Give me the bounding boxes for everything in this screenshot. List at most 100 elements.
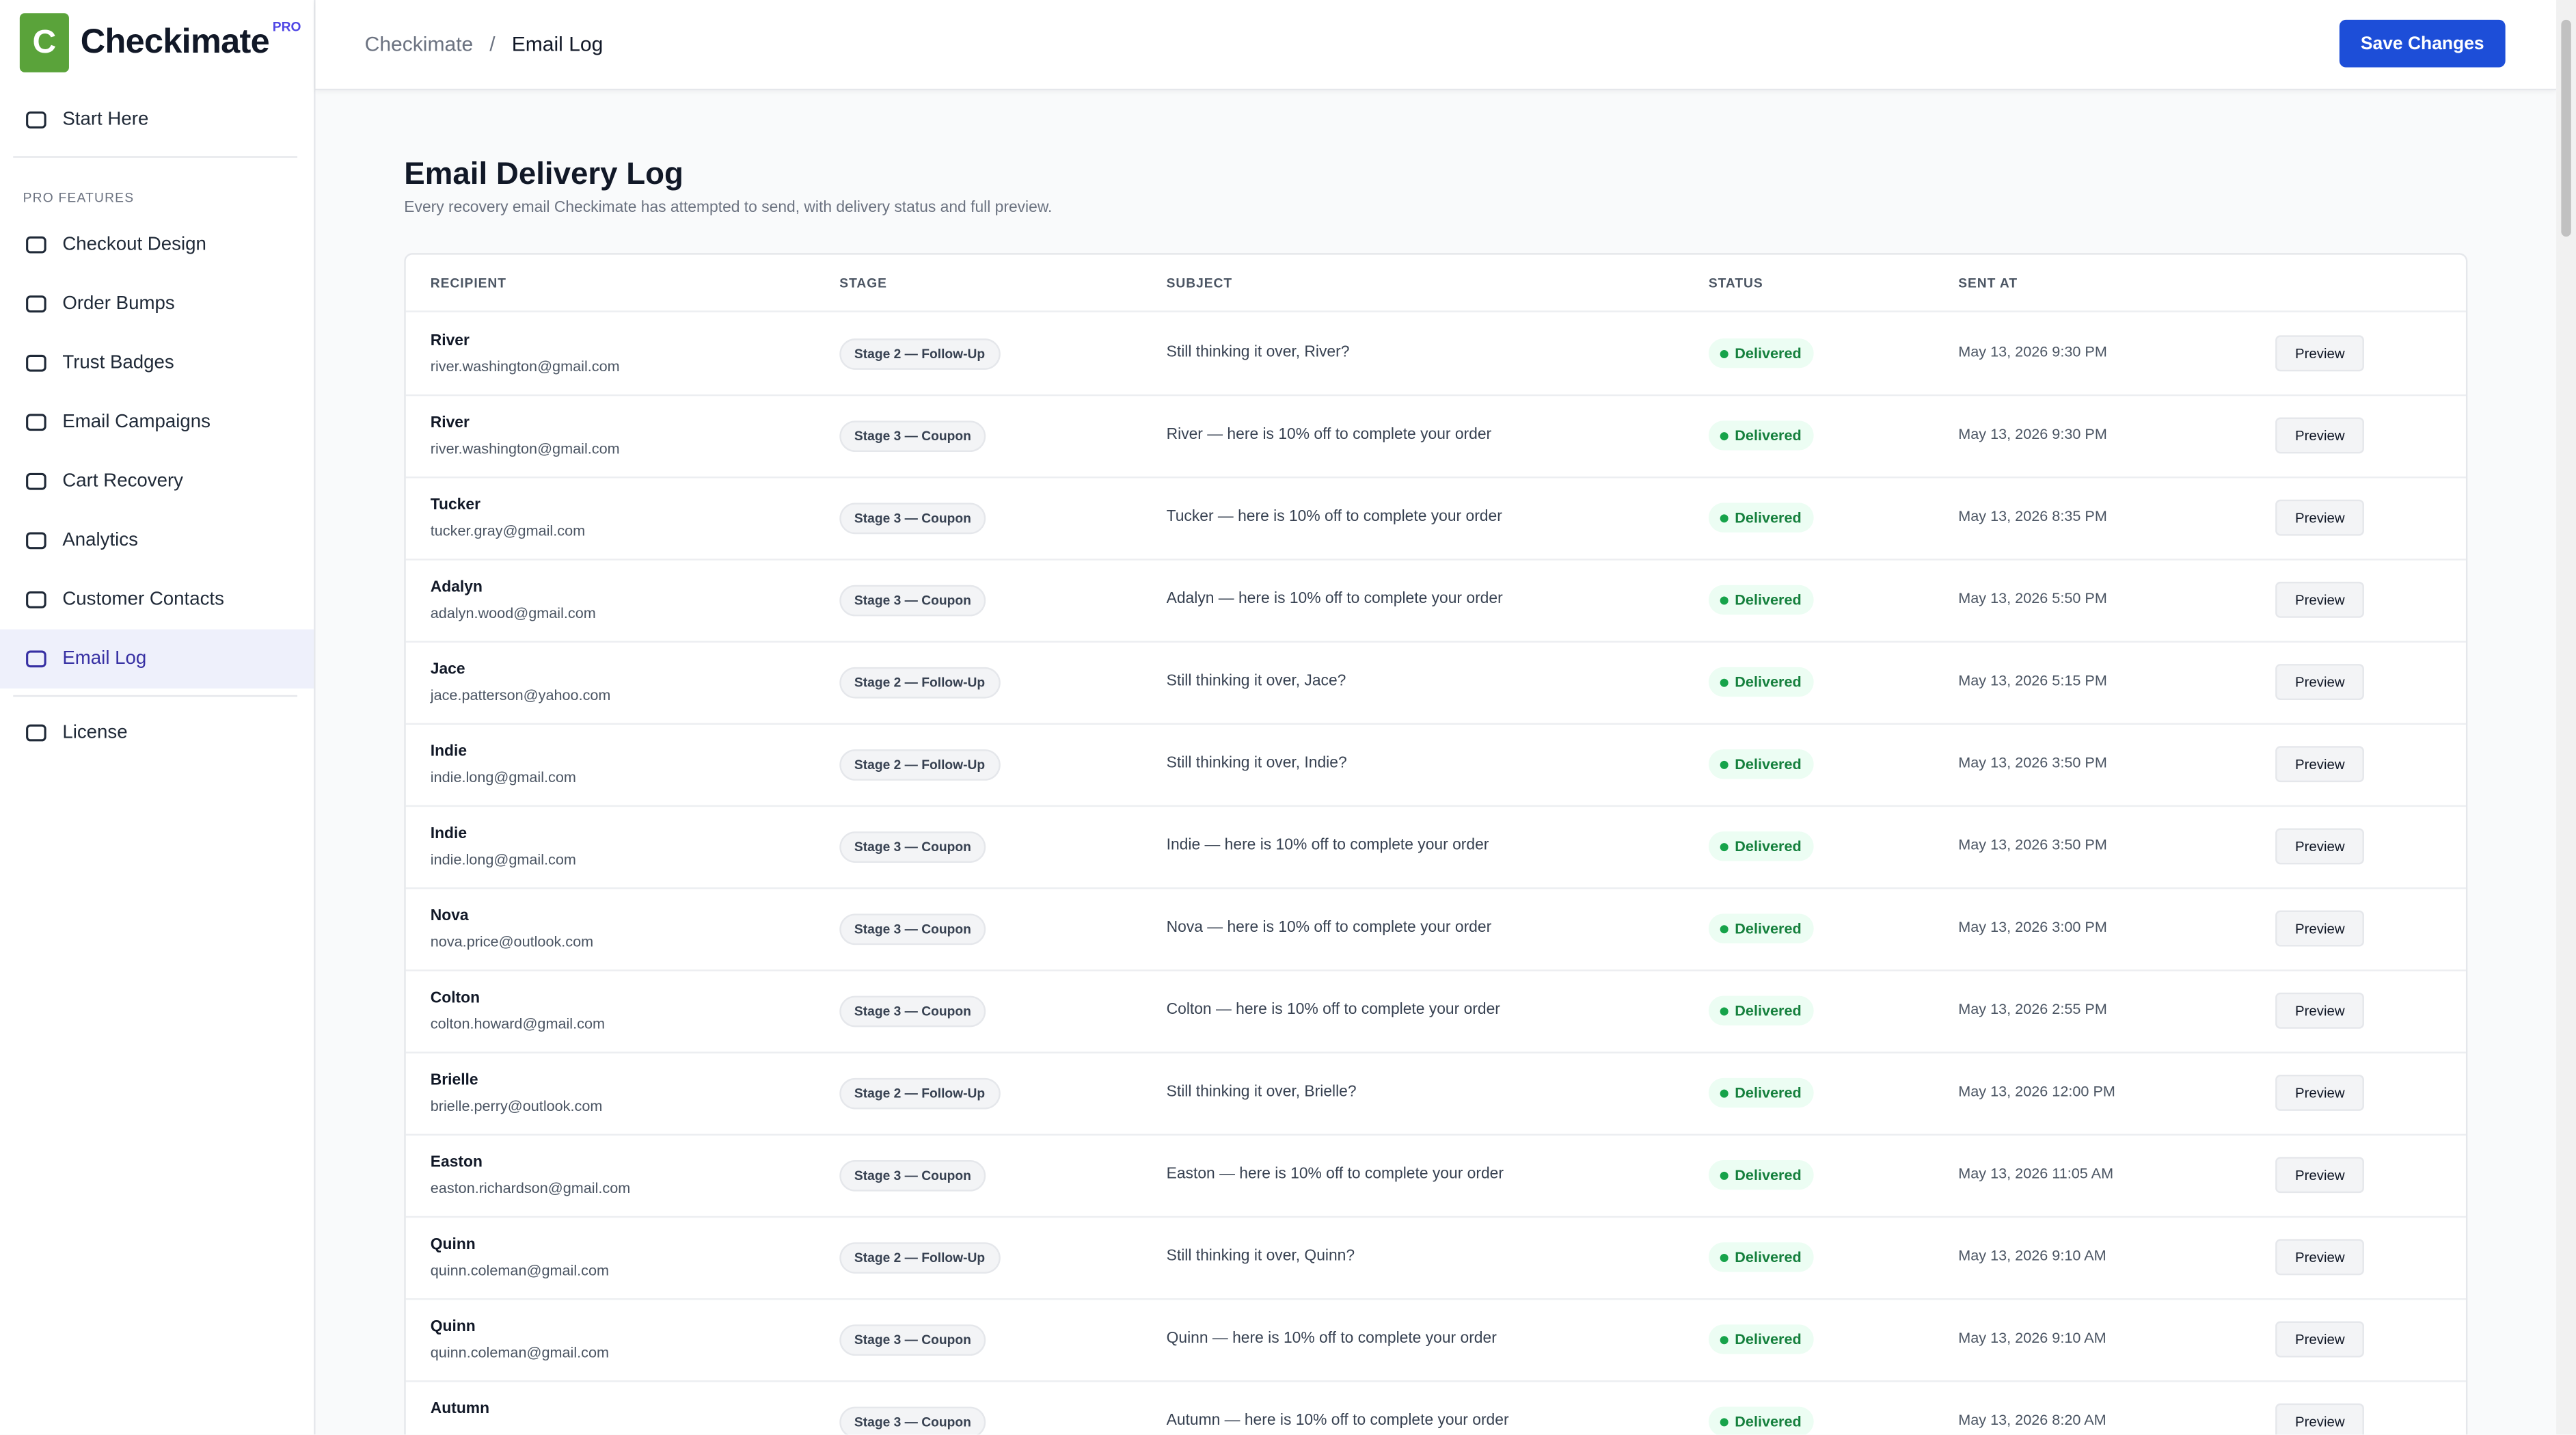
nav-item[interactable]: Start Here bbox=[0, 90, 314, 150]
breadcrumb-item[interactable]: Checkimate bbox=[364, 33, 474, 56]
nav-label[interactable]: Email Campaigns bbox=[62, 412, 211, 433]
nav-label[interactable]: Customer Contacts bbox=[62, 589, 224, 610]
nav-item[interactable]: Trust Badges bbox=[0, 334, 314, 393]
sent-at: May 13, 2026 8:35 PM bbox=[1958, 507, 2107, 524]
status-badge: Delivered bbox=[1708, 502, 1813, 533]
nav-item[interactable]: Email Campaigns bbox=[0, 392, 314, 452]
sent-at: May 13, 2026 5:50 PM bbox=[1958, 589, 2107, 606]
preview-button[interactable]: Preview bbox=[2275, 746, 2365, 783]
preview-button[interactable]: Preview bbox=[2275, 828, 2365, 865]
preview-button[interactable]: Preview bbox=[2275, 1157, 2365, 1194]
row-divider bbox=[405, 887, 2466, 889]
nav-label[interactable]: Start Here bbox=[62, 110, 149, 130]
subject: Tucker — here is 10% off to complete you… bbox=[1166, 507, 1502, 526]
subject: Still thinking it over, Indie? bbox=[1166, 754, 1347, 773]
nav-item[interactable]: Checkout Design bbox=[0, 215, 314, 275]
nav-item[interactable]: Analytics bbox=[0, 511, 314, 571]
row-divider bbox=[405, 969, 2466, 971]
recipient-name: Adalyn bbox=[430, 578, 483, 597]
status-badge: Delivered bbox=[1708, 667, 1813, 697]
recipient-name: Colton bbox=[430, 989, 480, 1008]
preview-button[interactable]: Preview bbox=[2275, 581, 2365, 618]
sent-at: May 13, 2026 11:05 AM bbox=[1958, 1165, 2114, 1182]
nav-label[interactable]: License bbox=[62, 723, 128, 743]
nav-item[interactable]: Order Bumps bbox=[0, 274, 314, 334]
nav-icon bbox=[26, 295, 46, 313]
preview-button[interactable]: Preview bbox=[2275, 1239, 2365, 1276]
subject: Easton — here is 10% off to complete you… bbox=[1166, 1165, 1504, 1183]
sent-at: May 13, 2026 12:00 PM bbox=[1958, 1083, 2115, 1100]
row-divider bbox=[405, 805, 2466, 807]
nav-item[interactable]: Cart Recovery bbox=[0, 452, 314, 511]
subject: Adalyn — here is 10% off to complete you… bbox=[1166, 589, 1503, 608]
column-header: STAGE bbox=[839, 276, 887, 291]
subject: Quinn — here is 10% off to complete your… bbox=[1166, 1329, 1497, 1348]
row-divider bbox=[405, 723, 2466, 725]
recipient-email: tucker.gray@gmail.com bbox=[430, 522, 586, 539]
preview-button[interactable]: Preview bbox=[2275, 992, 2365, 1029]
nav-label[interactable]: Checkout Design bbox=[62, 234, 206, 255]
stage-badge: Stage 2 — Follow-Up bbox=[839, 1077, 1000, 1110]
stage-badge: Stage 3 — Coupon bbox=[839, 502, 986, 535]
subject: Still thinking it over, Quinn? bbox=[1166, 1247, 1355, 1265]
recipient-name: River bbox=[430, 332, 470, 350]
recipient-email: brielle.perry@outlook.com bbox=[430, 1097, 603, 1114]
status-badge: Delivered bbox=[1708, 749, 1813, 779]
preview-button[interactable]: Preview bbox=[2275, 1321, 2365, 1358]
nav-item[interactable]: License bbox=[0, 703, 314, 763]
nav-icon bbox=[26, 236, 46, 254]
status-badge: Delivered bbox=[1708, 1160, 1813, 1190]
row-divider bbox=[405, 1298, 2466, 1300]
nav-item[interactable]: Customer Contacts bbox=[0, 570, 314, 630]
nav-icon bbox=[26, 650, 46, 668]
stage-badge: Stage 3 — Coupon bbox=[839, 1160, 986, 1192]
nav-label[interactable]: Cart Recovery bbox=[62, 471, 184, 492]
nav-label[interactable]: Analytics bbox=[62, 531, 138, 551]
recipient-name: Easton bbox=[430, 1153, 483, 1172]
subject: Still thinking it over, River? bbox=[1166, 343, 1350, 362]
row-divider bbox=[405, 1216, 2466, 1218]
recipient-name: Indie bbox=[430, 742, 467, 761]
preview-button[interactable]: Preview bbox=[2275, 417, 2365, 454]
preview-button[interactable]: Preview bbox=[2275, 664, 2365, 700]
recipient-name: Brielle bbox=[430, 1071, 478, 1090]
preview-button[interactable]: Preview bbox=[2275, 1075, 2365, 1111]
nav-label[interactable]: Order Bumps bbox=[62, 294, 175, 314]
nav-icon bbox=[26, 472, 46, 490]
stage-badge: Stage 2 — Follow-Up bbox=[839, 338, 1000, 370]
breadcrumb-item: Email Log bbox=[511, 33, 604, 56]
save-button[interactable]: Save Changes bbox=[2339, 19, 2506, 68]
page-title: Email Delivery Log bbox=[404, 157, 683, 193]
status-badge: Delivered bbox=[1708, 420, 1813, 451]
preview-button[interactable]: Preview bbox=[2275, 1403, 2365, 1435]
preview-button[interactable]: Preview bbox=[2275, 499, 2365, 536]
subject: River — here is 10% off to complete your… bbox=[1166, 425, 1492, 444]
column-header: SENT AT bbox=[1958, 276, 2018, 291]
recipient-name: Jace bbox=[430, 660, 465, 679]
brand-name: Checkimate bbox=[80, 23, 270, 61]
nav-label[interactable]: Trust Badges bbox=[62, 353, 174, 373]
nav-icon bbox=[26, 354, 46, 372]
nav-item[interactable]: Email Log bbox=[0, 629, 314, 689]
scrollbar[interactable] bbox=[2556, 0, 2576, 1435]
scroll-thumb[interactable] bbox=[2561, 19, 2571, 237]
divider bbox=[13, 156, 298, 158]
nav-label[interactable]: Email Log bbox=[62, 649, 147, 669]
recipient-email: colton.howard@gmail.com bbox=[430, 1015, 606, 1032]
sent-at: May 13, 2026 3:50 PM bbox=[1958, 754, 2107, 771]
subject: Nova — here is 10% off to complete your … bbox=[1166, 918, 1492, 937]
stage-badge: Stage 3 — Coupon bbox=[839, 995, 986, 1028]
preview-button[interactable]: Preview bbox=[2275, 910, 2365, 947]
sent-at: May 13, 2026 3:50 PM bbox=[1958, 836, 2107, 853]
brand-badge: PRO bbox=[272, 19, 301, 35]
logo: C bbox=[19, 13, 69, 72]
sent-at: May 13, 2026 9:10 AM bbox=[1958, 1329, 2106, 1346]
row-divider bbox=[405, 641, 2466, 643]
sent-at: May 13, 2026 3:00 PM bbox=[1958, 918, 2107, 935]
page-subtitle: Every recovery email Checkimate has atte… bbox=[404, 198, 1053, 217]
status-badge: Delivered bbox=[1708, 995, 1813, 1025]
preview-button[interactable]: Preview bbox=[2275, 335, 2365, 372]
status-badge: Delivered bbox=[1708, 585, 1813, 615]
sent-at: May 13, 2026 8:20 AM bbox=[1958, 1411, 2106, 1428]
recipient-name: River bbox=[430, 414, 470, 433]
